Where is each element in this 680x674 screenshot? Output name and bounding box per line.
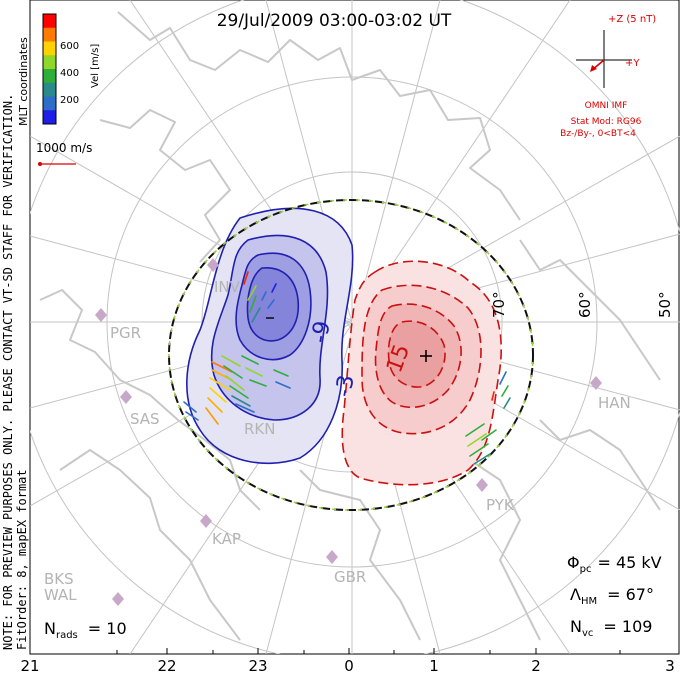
colorbar-swatch <box>43 69 56 84</box>
imf-y-label: +Y <box>625 58 640 69</box>
reference-vector: 1000 m/s <box>36 141 92 166</box>
colorbar-tick-600: 600 <box>60 41 79 52</box>
station-labels: PGR SAS RKN INV KAP GBR BKS WAL HAN PYK <box>44 278 631 604</box>
mlt-tick-3: 3 <box>665 657 675 674</box>
colorbar-swatch <box>43 82 56 97</box>
hm-boundary <box>168 199 534 511</box>
dusk-cell <box>186 207 354 465</box>
station-label-pyk: PYK <box>486 496 515 514</box>
station-label-kap: KAP <box>212 530 241 548</box>
contour-labels: -9 -3 15 <box>307 319 415 399</box>
nvc-stat: Nvc = 109 <box>570 617 652 639</box>
station-label-bks: BKS <box>44 570 74 588</box>
mlt-axis: 21 22 23 0 1 2 3 <box>20 648 675 674</box>
latitude-labels: 70° 60° 50° <box>490 291 674 318</box>
map-title: 29/Jul/2009 03:00-03:02 UT <box>217 11 452 31</box>
colorbar-swatch <box>43 27 56 42</box>
lat-label-50: 50° <box>656 291 674 318</box>
station-label-inv: INV <box>214 278 241 296</box>
colorbar-swatch <box>43 14 56 29</box>
station-label-rkn: RKN <box>244 420 275 438</box>
nrads-stat: Nrads = 10 <box>44 619 127 641</box>
map-statistics: Φpc = 45 kV ΛHM = 67° Nvc = 109 Nrads = 10 <box>44 553 662 641</box>
colorbar-swatch <box>43 110 56 125</box>
lat-label-70: 70° <box>490 291 508 318</box>
potential-max-marker <box>420 350 432 362</box>
mlt-tick-22: 22 <box>157 657 176 674</box>
imf-z-label: +Z (5 nT) <box>608 14 656 25</box>
colorbar-tick-200: 200 <box>60 95 79 106</box>
station-label-han: HAN <box>598 394 631 412</box>
coord-system: MLT coordinates <box>17 37 30 126</box>
imf-source: OMNI IMF <box>585 101 628 111</box>
colorbar-swatch <box>43 96 56 111</box>
velocity-colorbar <box>42 13 57 125</box>
velocity-vectors-dusk <box>183 271 291 425</box>
fit-info: FitOrder: 8, mapEX format <box>15 469 29 650</box>
pcp-stat: Φpc = 45 kV <box>567 553 662 575</box>
station-label-wal: WAL <box>44 586 77 604</box>
mlt-tick-2: 2 <box>531 657 541 674</box>
hm-stat: ΛHM = 67° <box>570 585 654 607</box>
mlt-tick-1: 1 <box>429 657 439 674</box>
stat-model: Stat Mod: RG96 <box>571 117 642 127</box>
station-label-sas: SAS <box>130 410 160 428</box>
mlt-tick-0: 0 <box>344 657 354 674</box>
contour-label-neg9: -9 <box>307 319 335 345</box>
preview-note: NOTE: FOR PREVIEW PURPOSES ONLY. PLEASE … <box>1 94 15 650</box>
mlt-tick-23: 23 <box>248 657 267 674</box>
colorbar-swatch <box>43 55 56 70</box>
colorbar-label: Vel [m/s] <box>90 44 101 88</box>
station-markers <box>95 258 602 606</box>
colorbar-tick-400: 400 <box>60 68 79 79</box>
imf-clock: +Z (5 nT) +Y OMNI IMF Stat Mod: RG96 Bz-… <box>560 14 656 139</box>
plot-frame <box>29 0 680 655</box>
imf-condition: Bz-/By-, 0<BT<4 <box>560 129 636 139</box>
lat-label-60: 60° <box>576 291 594 318</box>
colorbar-frame <box>42 13 57 125</box>
contour-label-neg3: -3 <box>331 373 359 399</box>
velocity-vectors-dawn <box>465 371 511 465</box>
colorbar-ticks: 600 400 200 <box>60 41 79 106</box>
station-label-pgr: PGR <box>110 324 141 342</box>
colorbar-swatch <box>43 41 56 56</box>
station-label-gbr: GBR <box>334 568 366 586</box>
reference-vector-label: 1000 m/s <box>36 141 92 155</box>
mlt-tick-21: 21 <box>20 657 39 674</box>
dawn-cell <box>341 260 503 486</box>
